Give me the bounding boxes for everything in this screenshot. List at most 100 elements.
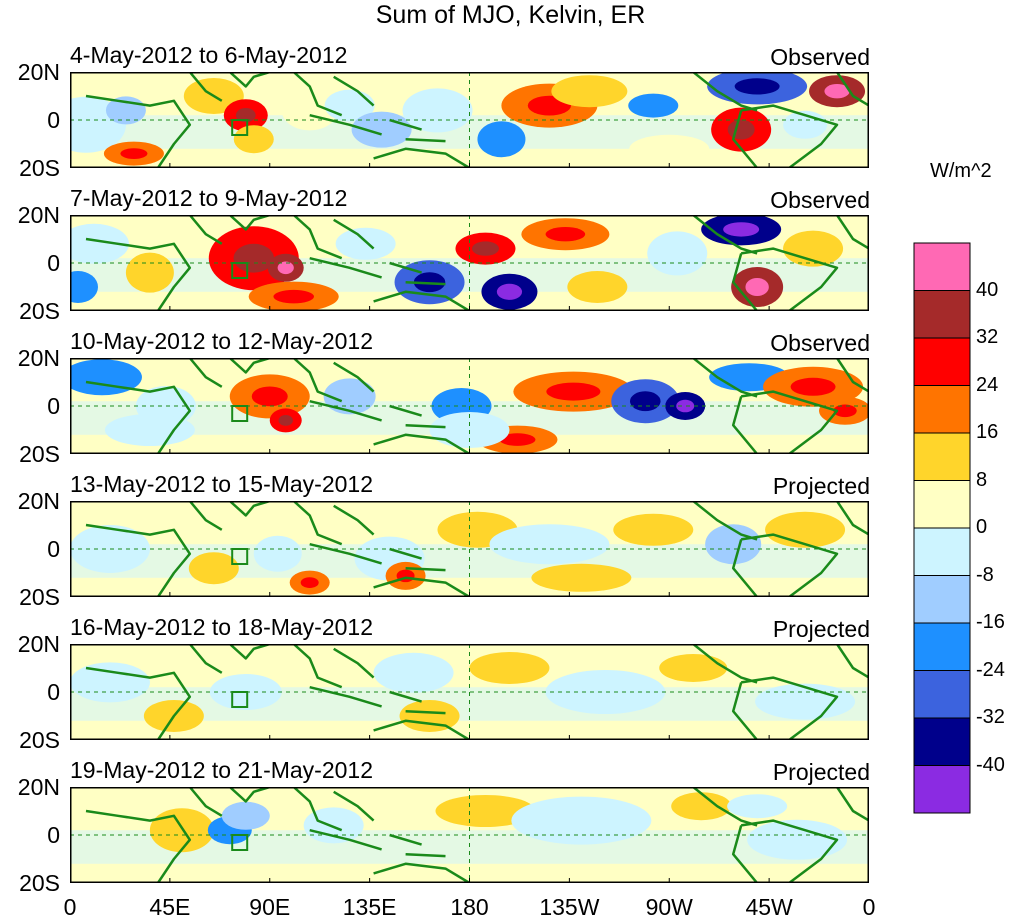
colorbar-level-label: -40 — [976, 753, 1005, 776]
anomaly-contour — [613, 513, 694, 546]
coastline — [835, 787, 869, 822]
anomaly-contour — [70, 525, 150, 573]
anomaly-contour — [188, 552, 239, 585]
x-tick-label: 90W — [645, 894, 693, 920]
y-tick-label: 0 — [47, 822, 60, 848]
anomaly-contour — [727, 794, 788, 819]
anomaly-contour — [747, 819, 848, 860]
panel-3-dates: 10-May-2012 to 12-May-2012 — [70, 328, 373, 354]
y-tick-label: 0 — [47, 393, 60, 419]
y-tick-label: 20N — [17, 488, 60, 514]
anomaly-contour — [705, 524, 762, 565]
region-box — [231, 119, 249, 136]
colorbar-level-label: 0 — [976, 516, 988, 538]
coastline — [292, 72, 375, 117]
anomaly-contour-core — [790, 377, 836, 396]
colorbar-level-label: 24 — [976, 373, 999, 396]
anomaly-contour — [647, 231, 708, 276]
y-tick-label: 20S — [19, 727, 60, 753]
colorbar-level-label: -32 — [976, 706, 1005, 728]
coastline — [188, 72, 271, 102]
figure-title: Sum of MJO, Kelvin, ER — [375, 1, 646, 29]
anomaly-contour-core — [676, 399, 695, 413]
coastline — [188, 644, 271, 674]
colorbar-swatch — [913, 242, 971, 291]
coastline — [731, 819, 839, 883]
anomaly-contour-core — [734, 78, 780, 95]
y-tick-label: 20N — [17, 202, 60, 228]
coastline — [309, 542, 446, 572]
anomaly-contour-core — [300, 577, 319, 588]
colorbar-swatch — [913, 385, 971, 434]
anomaly-contour-core — [723, 222, 760, 237]
region-box — [231, 691, 249, 708]
anomaly-contour — [70, 359, 142, 396]
colorbar-swatch — [913, 480, 971, 529]
panel-3-status-label: Observed — [770, 330, 870, 356]
anomaly-contour — [567, 271, 628, 303]
coastline — [292, 501, 375, 546]
anomaly-contour-core — [233, 243, 275, 273]
anomaly-contour — [303, 807, 364, 844]
anomaly-contour — [373, 652, 454, 693]
x-tick-label: 180 — [450, 894, 489, 920]
anomaly-contour-core — [277, 261, 294, 275]
anomaly-contour-core — [471, 241, 499, 256]
coastline — [85, 237, 192, 311]
coastline — [309, 399, 446, 429]
y-tick-label: 20N — [17, 631, 60, 657]
region-box — [231, 834, 249, 851]
y-tick-label: 0 — [47, 107, 60, 133]
coastline — [85, 523, 192, 597]
coastline — [373, 576, 471, 597]
colorbar-level-label: -24 — [976, 658, 1005, 681]
anomaly-contour-core — [727, 119, 755, 140]
coastline — [188, 215, 271, 245]
panel-4-status-label: Projected — [772, 473, 870, 499]
colorbar-swatch — [913, 290, 971, 339]
y-tick-label: 0 — [47, 250, 60, 276]
coastline — [373, 862, 471, 883]
region-box — [231, 262, 249, 279]
x-tick-label: 45E — [149, 894, 191, 920]
anomaly-contour — [551, 75, 628, 108]
region-box — [231, 405, 249, 422]
anomaly-contour — [783, 230, 844, 267]
x-tick-label: 135W — [539, 894, 600, 920]
panel-2-status-label: Observed — [770, 187, 870, 213]
x-tick-label: 135E — [342, 894, 397, 920]
anomaly-contour-core — [278, 415, 293, 426]
colorbar-swatch — [913, 337, 971, 386]
anomaly-contour-core — [251, 386, 288, 407]
anomaly-contour — [233, 125, 274, 154]
coastline — [731, 533, 839, 597]
coastline — [188, 358, 271, 388]
anomaly-contour-core — [824, 84, 850, 99]
coastline — [373, 433, 471, 454]
panel-6-status-label: Projected — [772, 759, 870, 785]
anomaly-contour — [511, 796, 652, 845]
region-box — [231, 548, 249, 565]
coastline — [309, 828, 446, 858]
coastline — [835, 501, 869, 536]
coastline — [731, 390, 839, 454]
y-tick-label: 20S — [19, 155, 60, 181]
panel-3-map — [70, 358, 869, 454]
colorbar-swatch — [913, 765, 971, 814]
coastline — [85, 809, 192, 883]
anomaly-contour — [469, 652, 550, 684]
anomaly-contour-core — [545, 227, 586, 242]
coastline — [373, 290, 471, 311]
colorbar-swatch — [913, 717, 971, 766]
coastline — [373, 719, 471, 740]
coastline — [85, 380, 192, 454]
anomaly-contour-core — [273, 289, 314, 304]
panel-2-map — [70, 215, 869, 311]
coastline — [85, 94, 192, 168]
colorbar-level-label: 40 — [976, 278, 999, 301]
coastline — [373, 147, 471, 168]
anomaly-contour — [70, 662, 150, 703]
x-tick-label: 0 — [862, 894, 876, 920]
y-tick-label: 20S — [19, 298, 60, 324]
colorbar-swatch — [913, 527, 971, 576]
